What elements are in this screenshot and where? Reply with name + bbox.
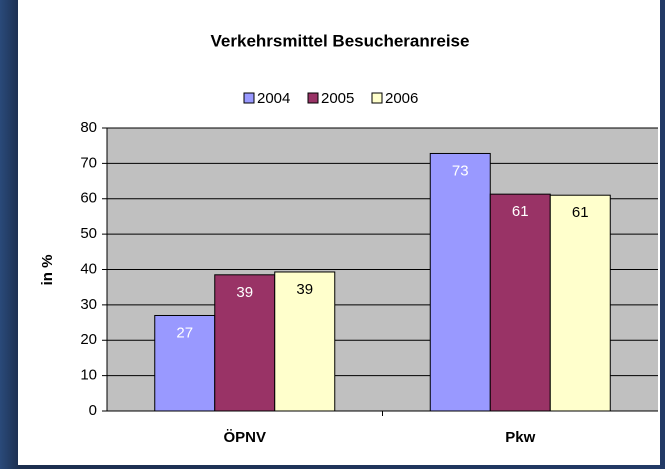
bar	[550, 195, 610, 411]
bar	[490, 194, 550, 411]
y-tick-label: 60	[80, 190, 97, 207]
y-tick-label: 10	[80, 367, 97, 384]
legend-label: 2006	[385, 90, 418, 107]
y-tick-label: 0	[89, 402, 97, 419]
y-tick-label: 80	[80, 119, 97, 136]
legend-swatch	[308, 93, 318, 103]
y-axis-title: in %	[39, 255, 56, 286]
y-tick-label: 40	[80, 260, 97, 277]
data-label: 39	[236, 284, 253, 301]
legend-swatch	[372, 93, 382, 103]
x-tick-label: Pkw	[505, 429, 535, 446]
chart: Verkehrsmittel Besucheranreise in % 0 10 2…	[0, 0, 665, 469]
legend-label: 2005	[321, 90, 354, 107]
y-tick-label: 20	[80, 331, 97, 348]
legend-label: 2004	[257, 90, 290, 107]
y-tick-label: 70	[80, 154, 97, 171]
x-tick-label: ÖPNV	[223, 429, 266, 446]
chart-title: Verkehrsmittel Besucheranreise	[211, 31, 470, 50]
data-label: 39	[296, 281, 313, 298]
legend-swatch	[244, 93, 254, 103]
data-label: 61	[512, 203, 529, 220]
data-label: 61	[572, 204, 589, 221]
data-label: 27	[176, 324, 193, 341]
data-label: 73	[452, 162, 469, 179]
y-tick-label: 30	[80, 296, 97, 313]
y-tick-label: 50	[80, 225, 97, 242]
bar	[430, 153, 490, 411]
